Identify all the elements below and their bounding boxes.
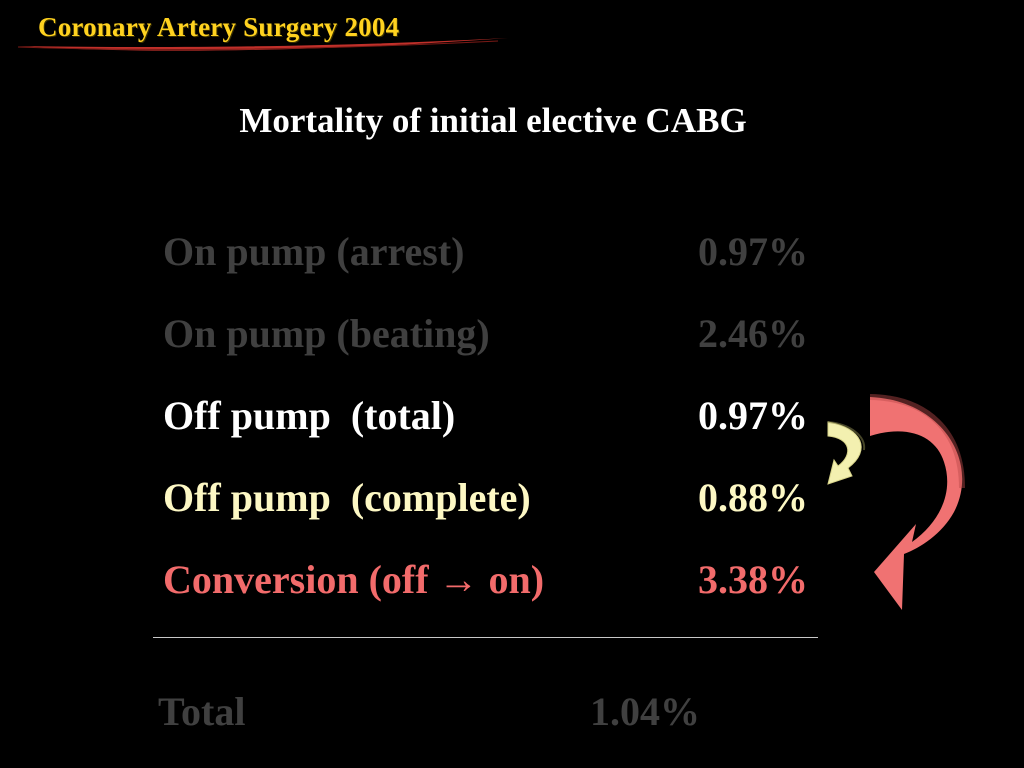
row-off-pump-total: Off pump (total) 0.97% xyxy=(163,392,863,442)
curved-arrow-icon xyxy=(869,394,965,610)
row-label: Conversion (off → on) xyxy=(163,557,545,602)
row-value: 0.97% xyxy=(698,393,808,438)
header-title: Coronary Artery Surgery 2004 xyxy=(38,12,400,42)
total-label: Total xyxy=(158,689,246,734)
arrows-graphic xyxy=(827,394,965,610)
row-off-pump-complete: Off pump (complete) 0.88% xyxy=(163,474,863,524)
total-divider xyxy=(153,637,818,638)
row-value: 2.46% xyxy=(698,311,808,356)
row-value: 3.38% xyxy=(698,557,808,602)
row-conversion: Conversion (off → on) 3.38% xyxy=(163,556,863,606)
header-swoosh-decoration xyxy=(18,38,508,51)
row-label: On pump (arrest) xyxy=(163,229,465,274)
row-value: 0.97% xyxy=(698,229,808,274)
row-value: 0.88% xyxy=(698,475,808,520)
row-label: Off pump (total) xyxy=(163,393,456,438)
slide-header: Coronary Artery Surgery 2004 xyxy=(18,6,508,54)
slide-title: Mortality of initial elective CABG xyxy=(239,101,747,140)
total-value: 1.04% xyxy=(590,689,700,734)
row-label: On pump (beating) xyxy=(163,311,490,356)
row-on-pump-arrest: On pump (arrest) 0.97% xyxy=(163,228,863,278)
row-on-pump-beating: On pump (beating) 2.46% xyxy=(163,310,863,360)
row-label: Off pump (complete) xyxy=(163,475,531,520)
curved-arrow-icon xyxy=(827,421,866,485)
